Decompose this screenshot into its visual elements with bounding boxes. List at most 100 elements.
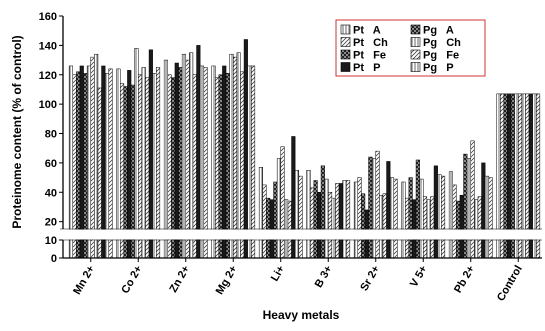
y-tick-label-0: 0 bbox=[51, 253, 57, 265]
y-tick-label-10: 10 bbox=[45, 235, 57, 247]
bar-V5plus-2 bbox=[405, 197, 410, 259]
x-tick-label-4: Li+ bbox=[269, 264, 287, 284]
bar-Zn2plus-8 bbox=[189, 52, 194, 259]
legend-swatch-6 bbox=[340, 62, 351, 72]
legend-label-3: Pg Ch bbox=[423, 37, 461, 49]
bar-Mg2plus-10 bbox=[243, 39, 248, 259]
bar-Liplus-5 bbox=[273, 181, 278, 259]
y-axis-title: Proteinome content (% of control) bbox=[10, 35, 24, 228]
legend-label-2: Pt Ch bbox=[353, 37, 388, 49]
bar-B3plus-2 bbox=[310, 187, 315, 259]
bar-Zn2plus-1 bbox=[163, 59, 168, 259]
legend-label-6: Pt P bbox=[353, 62, 381, 74]
bar-Pb2plus-11 bbox=[484, 175, 489, 259]
x-tick-label-5: B 3+ bbox=[313, 264, 335, 290]
bar-Mg2plus-6 bbox=[229, 53, 234, 259]
bars-layer bbox=[68, 39, 541, 259]
y-tick-label-160: 160 bbox=[39, 11, 57, 23]
bar-Pb2plus-2 bbox=[452, 184, 457, 259]
bar-B3plus-4 bbox=[317, 192, 322, 259]
bar-Mg2plus-8 bbox=[236, 52, 241, 259]
x-tick-label-0: Mn 2+ bbox=[71, 264, 97, 297]
bar-Co2plus-6 bbox=[134, 48, 139, 259]
bar-Zn2plus-10 bbox=[196, 45, 201, 259]
x-tick-label-7: V 5+ bbox=[408, 264, 430, 290]
bar-Co2plus-8 bbox=[141, 67, 146, 259]
bar-Pb2plus-9 bbox=[477, 196, 482, 259]
bar-Mg2plus-7 bbox=[233, 56, 238, 259]
bar-Pb2plus-10 bbox=[481, 162, 486, 259]
y-tick-label-120: 120 bbox=[39, 70, 57, 82]
bar-B3plus-6 bbox=[324, 178, 329, 259]
bar-Sr2plus-11 bbox=[389, 177, 394, 259]
bar-Sr2plus-12 bbox=[393, 178, 398, 259]
legend-swatch-2 bbox=[340, 37, 351, 47]
bar-V5plus-12 bbox=[441, 175, 446, 259]
bar-Liplus-12 bbox=[298, 175, 303, 259]
y-tick-label-60: 60 bbox=[45, 158, 57, 170]
x-tick-label-1: Co 2+ bbox=[119, 264, 145, 296]
bar-Sr2plus-7 bbox=[375, 150, 380, 259]
bar-B3plus-9 bbox=[335, 183, 340, 259]
bar-V5plus-6 bbox=[419, 178, 424, 259]
bar-B3plus-3 bbox=[313, 180, 318, 259]
x-tick-label-3: Mg 2+ bbox=[214, 264, 240, 297]
bar-Liplus-3 bbox=[266, 197, 271, 259]
legend-swatch-5 bbox=[410, 49, 421, 60]
bar-Sr2plus-2 bbox=[357, 177, 362, 259]
legend-label-7: Pg P bbox=[423, 62, 454, 74]
legend-swatch-3 bbox=[410, 37, 421, 47]
x-axis-title: Heavy metals bbox=[263, 308, 340, 322]
bar-Pb2plus-6 bbox=[466, 158, 471, 259]
bar-Sr2plus-3 bbox=[361, 193, 366, 259]
bar-Co2plus-12 bbox=[156, 67, 161, 259]
legend-swatch-7 bbox=[410, 62, 421, 72]
bar-V5plus-1 bbox=[401, 181, 406, 259]
x-tick-label-8: Pb 2+ bbox=[452, 264, 477, 296]
y-tick-label-80: 80 bbox=[45, 129, 57, 141]
bar-Liplus-7 bbox=[280, 146, 285, 259]
bar-B3plus-11 bbox=[342, 180, 347, 259]
bar-Sr2plus-9 bbox=[382, 193, 387, 259]
y-tick-label-100: 100 bbox=[39, 99, 57, 111]
bar-V5plus-11 bbox=[437, 174, 442, 259]
axis-break-band bbox=[60, 229, 542, 240]
bar-V5plus-7 bbox=[423, 196, 428, 259]
bar-V5plus-3 bbox=[408, 177, 413, 259]
legend-swatch-0 bbox=[340, 24, 351, 35]
bar-Liplus-1 bbox=[258, 167, 263, 259]
bar-V5plus-10 bbox=[433, 165, 438, 259]
bar-Zn2plus-7 bbox=[185, 59, 190, 259]
bar-Liplus-11 bbox=[294, 169, 299, 259]
legend: Pt A Pg A Pt Ch Pg Ch Pt Fe Pg Fe Pt P Pg P bbox=[335, 19, 486, 77]
legend-label-0: Pt A bbox=[353, 25, 381, 37]
bar-Sr2plus-10 bbox=[386, 161, 391, 259]
legend-swatch-1 bbox=[410, 24, 421, 35]
bar-Sr2plus-5 bbox=[368, 156, 373, 259]
bar-Mn2plus-7 bbox=[90, 56, 95, 259]
bar-Zn2plus-12 bbox=[203, 67, 208, 259]
bar-Pb2plus-12 bbox=[488, 177, 493, 259]
bar-Pb2plus-5 bbox=[463, 153, 468, 259]
bar-Pb2plus-7 bbox=[470, 140, 475, 259]
x-tick-label-9: Control bbox=[495, 264, 525, 304]
bar-B3plus-8 bbox=[331, 197, 336, 259]
x-tick-label-6: Sr 2+ bbox=[358, 264, 382, 294]
y-tick-label-20: 20 bbox=[45, 217, 57, 229]
bar-Liplus-6 bbox=[276, 158, 281, 259]
bar-Zn2plus-5 bbox=[178, 67, 183, 259]
bar-Sr2plus-1 bbox=[353, 181, 358, 259]
bar-B3plus-5 bbox=[320, 165, 325, 259]
legend-label-1: Pg A bbox=[423, 25, 454, 37]
legend-swatch-4 bbox=[340, 49, 351, 60]
bar-Co2plus-10 bbox=[148, 49, 153, 259]
bar-Pb2plus-1 bbox=[448, 171, 453, 259]
bar-B3plus-10 bbox=[338, 183, 343, 259]
legend-label-4: Pt Fe bbox=[353, 50, 386, 62]
bar-Liplus-2 bbox=[262, 184, 267, 259]
bar-V5plus-5 bbox=[415, 159, 420, 259]
bar-Sr2plus-8 bbox=[379, 194, 384, 259]
bar-B3plus-7 bbox=[328, 192, 333, 259]
